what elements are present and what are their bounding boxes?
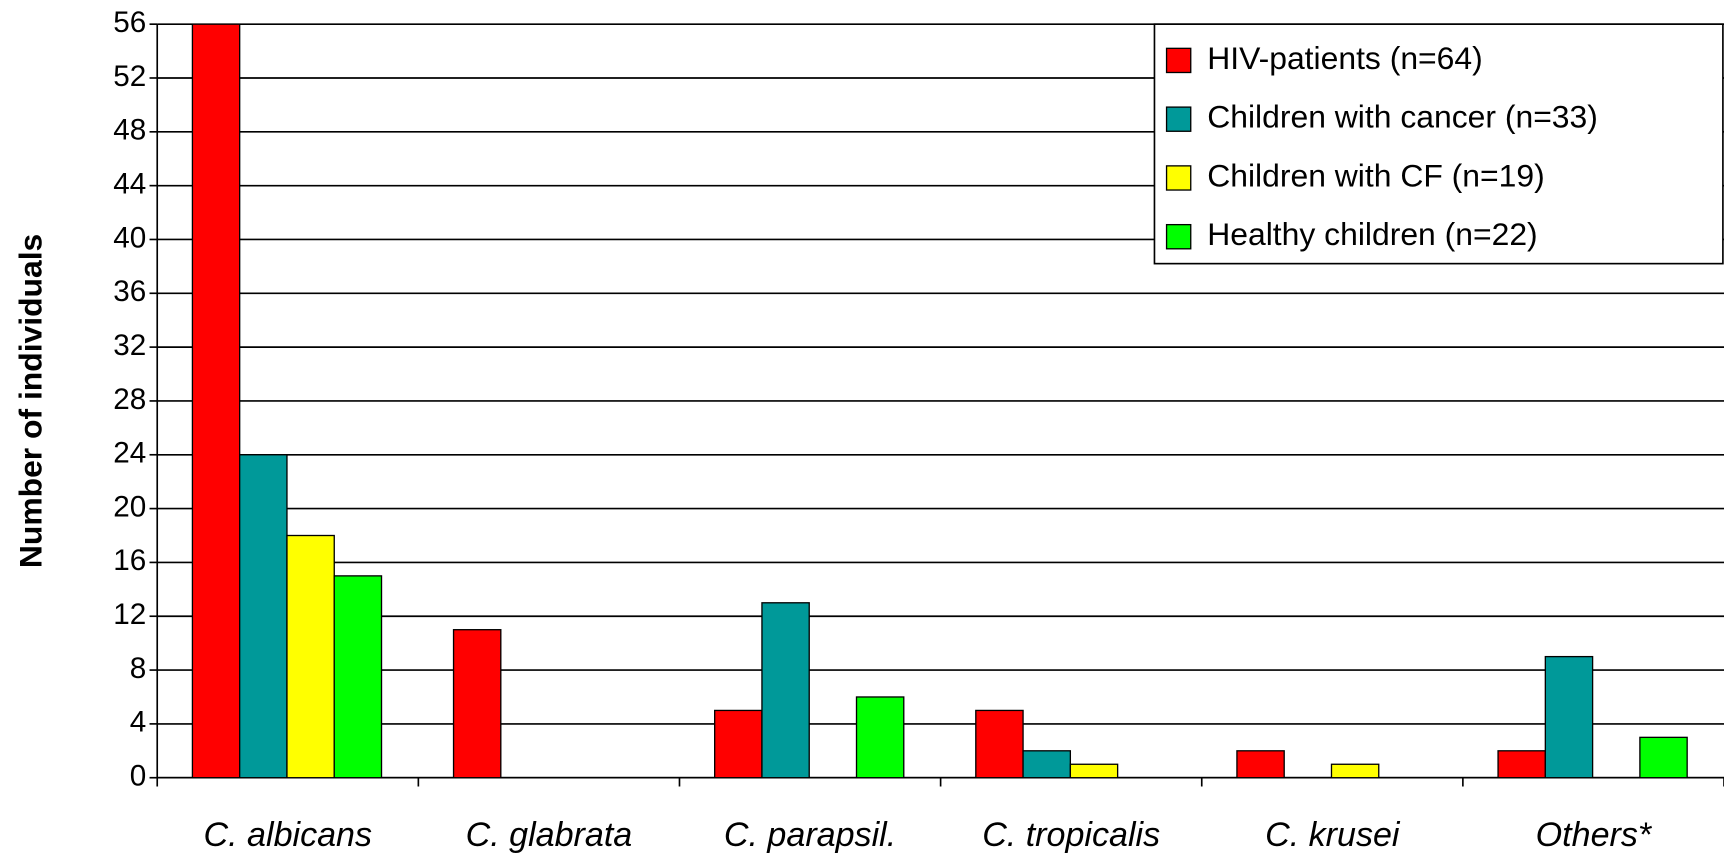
y-tick-label: 12: [113, 598, 146, 631]
y-tick-label: 16: [113, 544, 146, 577]
x-tick-label: C. tropicalis: [982, 816, 1160, 854]
y-axis-label: Number of individuals: [12, 234, 48, 568]
x-tick-label: Others*: [1536, 816, 1653, 854]
y-tick-label: 32: [113, 329, 146, 362]
bar: [761, 602, 810, 779]
legend-box: [1153, 23, 1724, 265]
y-tick-label: 4: [130, 706, 147, 739]
bar: [1069, 763, 1119, 779]
bar: [239, 454, 288, 779]
y-tick-label: 36: [113, 275, 146, 308]
bar: [975, 709, 1024, 779]
bar: [855, 696, 905, 779]
x-tick-label: C. glabrata: [466, 816, 633, 854]
legend-label: Healthy children (n=22): [1207, 216, 1537, 252]
y-tick-label: 56: [113, 6, 146, 39]
legend-swatch: [1165, 223, 1192, 250]
bar: [714, 709, 763, 779]
y-tick-label: 40: [113, 221, 146, 254]
bar: [286, 534, 335, 779]
x-tick-label: C. parapsil.: [724, 816, 896, 854]
legend-label: HIV-patients (n=64): [1207, 40, 1483, 76]
y-tick-label: 52: [113, 60, 146, 93]
legend-label: Children with cancer (n=33): [1207, 99, 1598, 135]
bar: [191, 23, 241, 779]
x-tick-label: C. albicans: [204, 816, 373, 854]
legend-swatch: [1165, 47, 1192, 74]
y-tick-label: 48: [113, 114, 146, 147]
bar: [1236, 750, 1285, 779]
bar: [1544, 655, 1594, 779]
legend-swatch: [1165, 106, 1192, 132]
bar: [1639, 736, 1688, 779]
y-tick-label: 24: [113, 437, 146, 470]
bar: [1497, 750, 1546, 779]
bar: [1330, 763, 1380, 779]
y-tick-label: 0: [130, 760, 147, 793]
bar: [1022, 750, 1072, 779]
y-tick-label: 28: [113, 383, 146, 416]
legend-label: Children with CF (n=19): [1207, 157, 1544, 193]
bar: [452, 629, 502, 779]
bar: [333, 575, 383, 779]
x-tick-label: C. krusei: [1265, 816, 1401, 854]
legend-swatch: [1165, 165, 1192, 191]
y-tick-label: 20: [113, 490, 146, 523]
y-tick-label: 44: [113, 167, 146, 200]
y-tick-label: 8: [130, 652, 147, 685]
